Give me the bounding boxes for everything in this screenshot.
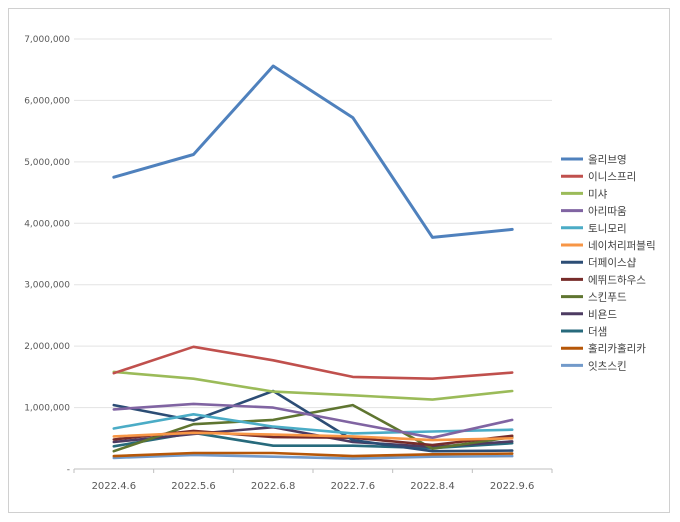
legend-label: 토니모리: [588, 223, 627, 235]
y-tick-label: 5,000,000: [24, 158, 70, 168]
legend-label: 아리따움: [588, 206, 627, 218]
y-tick-label: 4,000,000: [24, 219, 70, 229]
gridlines: [74, 38, 552, 470]
series-line-12: [112, 451, 514, 458]
legend: 올리브영이니스프리미샤아리따움토니모리네이처리퍼블릭더페이스샵에뛰드하우스스킨푸…: [561, 154, 656, 372]
legend-label: 올리브영: [588, 154, 627, 166]
series-lines: [112, 64, 514, 460]
legend-label: 비욘드: [588, 309, 617, 321]
axes: - 1,000,000 2,000,000 3,000,000 4,000,000 5,0…: [24, 35, 553, 492]
series-line-5: [112, 412, 514, 435]
series-line-2: [112, 345, 514, 381]
x-tick-label: 2022.6.8: [251, 481, 296, 492]
legend-label: 더페이스샵: [588, 257, 637, 269]
legend-label: 잇츠스킨: [588, 360, 627, 372]
series-line-6: [112, 431, 514, 442]
x-tick-label: 2022.5.6: [171, 481, 216, 492]
series-line-13: [112, 453, 514, 460]
legend-label: 네이처리퍼블릭: [588, 240, 656, 252]
series-line-9: [112, 403, 514, 453]
series-line-1: [112, 64, 514, 239]
x-tick-label: 2022.9.6: [490, 481, 535, 492]
y-tick-label: 7,000,000: [24, 35, 70, 45]
x-tick-label: 2022.8.4: [410, 481, 455, 492]
y-tick-label: 2,000,000: [24, 342, 70, 352]
y-tick-label: -: [67, 465, 70, 475]
legend-label: 홀리카홀리카: [588, 342, 646, 355]
y-tick-label: 1,000,000: [24, 404, 70, 414]
legend-label: 이니스프리: [588, 171, 636, 183]
legend-label: 스킨푸드: [588, 292, 627, 304]
y-tick-label: 6,000,000: [24, 96, 70, 106]
x-tick-label: 2022.7.6: [331, 481, 376, 492]
x-tick-label: 2022.4.6: [92, 481, 137, 492]
legend-label: 더샘: [588, 326, 607, 338]
legend-label: 에뛰드하우스: [588, 273, 646, 286]
chart-frame: - 1,000,000 2,000,000 3,000,000 4,000,000 5,0…: [8, 8, 670, 513]
line-chart: - 1,000,000 2,000,000 3,000,000 4,000,000 5,0…: [24, 35, 656, 492]
series-line-3: [112, 370, 514, 401]
legend-label: 미샤: [588, 188, 608, 200]
series-line-4: [112, 402, 514, 440]
y-tick-label: 3,000,000: [24, 281, 70, 291]
